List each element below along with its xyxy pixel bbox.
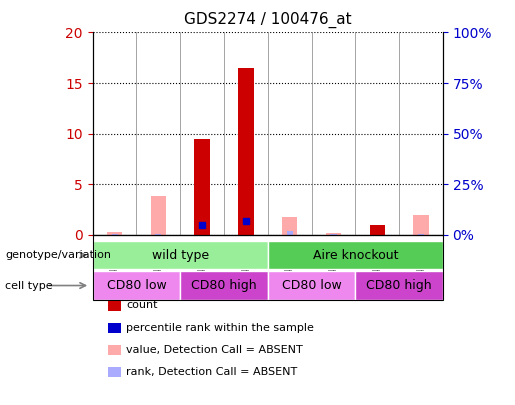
Text: count: count (126, 301, 158, 310)
Bar (195, 139, 210, 235)
Text: CD80 high: CD80 high (366, 279, 432, 292)
Text: rank, Detection Call = ABSENT: rank, Detection Call = ABSENT (126, 367, 298, 377)
Bar (112, 234, 117, 235)
Bar (238, 68, 253, 235)
Bar (418, 234, 424, 235)
Bar (374, 233, 380, 235)
Text: wild type: wild type (152, 249, 209, 262)
Bar (151, 196, 166, 235)
Text: genotype/variation: genotype/variation (5, 250, 111, 260)
Text: CD80 high: CD80 high (191, 279, 257, 292)
Bar (107, 232, 122, 235)
Bar (331, 234, 336, 235)
Text: value, Detection Call = ABSENT: value, Detection Call = ABSENT (126, 345, 303, 355)
Text: CD80 low: CD80 low (107, 279, 166, 292)
Text: percentile rank within the sample: percentile rank within the sample (126, 323, 314, 333)
Text: Aire knockout: Aire knockout (313, 249, 398, 262)
Bar (326, 233, 341, 235)
Bar (287, 231, 293, 235)
Text: CD80 low: CD80 low (282, 279, 341, 292)
Bar (156, 234, 161, 235)
Text: cell type: cell type (5, 281, 53, 290)
Bar (414, 215, 428, 235)
Bar (370, 225, 385, 235)
Bar (243, 234, 249, 235)
Bar (282, 217, 297, 235)
Title: GDS2274 / 100476_at: GDS2274 / 100476_at (184, 12, 352, 28)
Bar (238, 166, 253, 235)
